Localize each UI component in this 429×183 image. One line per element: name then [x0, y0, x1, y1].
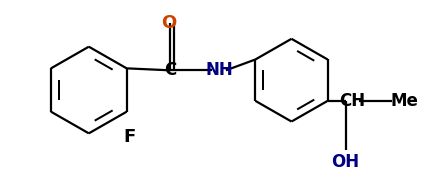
Text: O: O [161, 14, 176, 32]
Text: Me: Me [390, 92, 418, 110]
Text: F: F [124, 128, 136, 146]
Text: OH: OH [332, 153, 360, 171]
Text: CH: CH [339, 92, 366, 110]
Text: C: C [164, 61, 176, 79]
Text: NH: NH [205, 61, 233, 79]
